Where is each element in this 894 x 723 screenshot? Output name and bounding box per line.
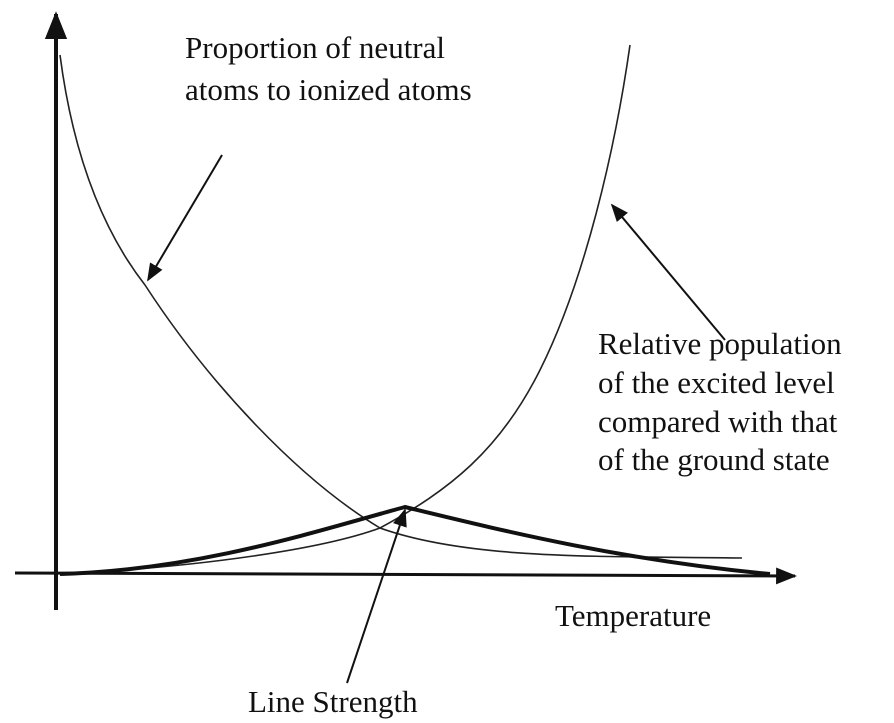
x-axis — [14, 567, 798, 585]
line-strength-label: Line Strength — [248, 684, 418, 719]
label-line: compared with that — [598, 404, 838, 439]
label-line: of the excited level — [598, 365, 835, 400]
label-line: of the ground state — [598, 442, 830, 477]
label-line: atoms to ionized atoms — [185, 72, 472, 107]
arrow — [147, 154, 223, 282]
x-axis-label: Temperature — [555, 598, 711, 633]
arrow — [610, 203, 726, 341]
label-line: Relative population — [598, 326, 842, 361]
line-strength-curve — [59, 504, 771, 576]
neutral-curve — [59, 54, 743, 559]
excited-curve — [79, 44, 631, 574]
arrow — [346, 508, 407, 684]
label-line: Proportion of neutral — [185, 30, 445, 65]
